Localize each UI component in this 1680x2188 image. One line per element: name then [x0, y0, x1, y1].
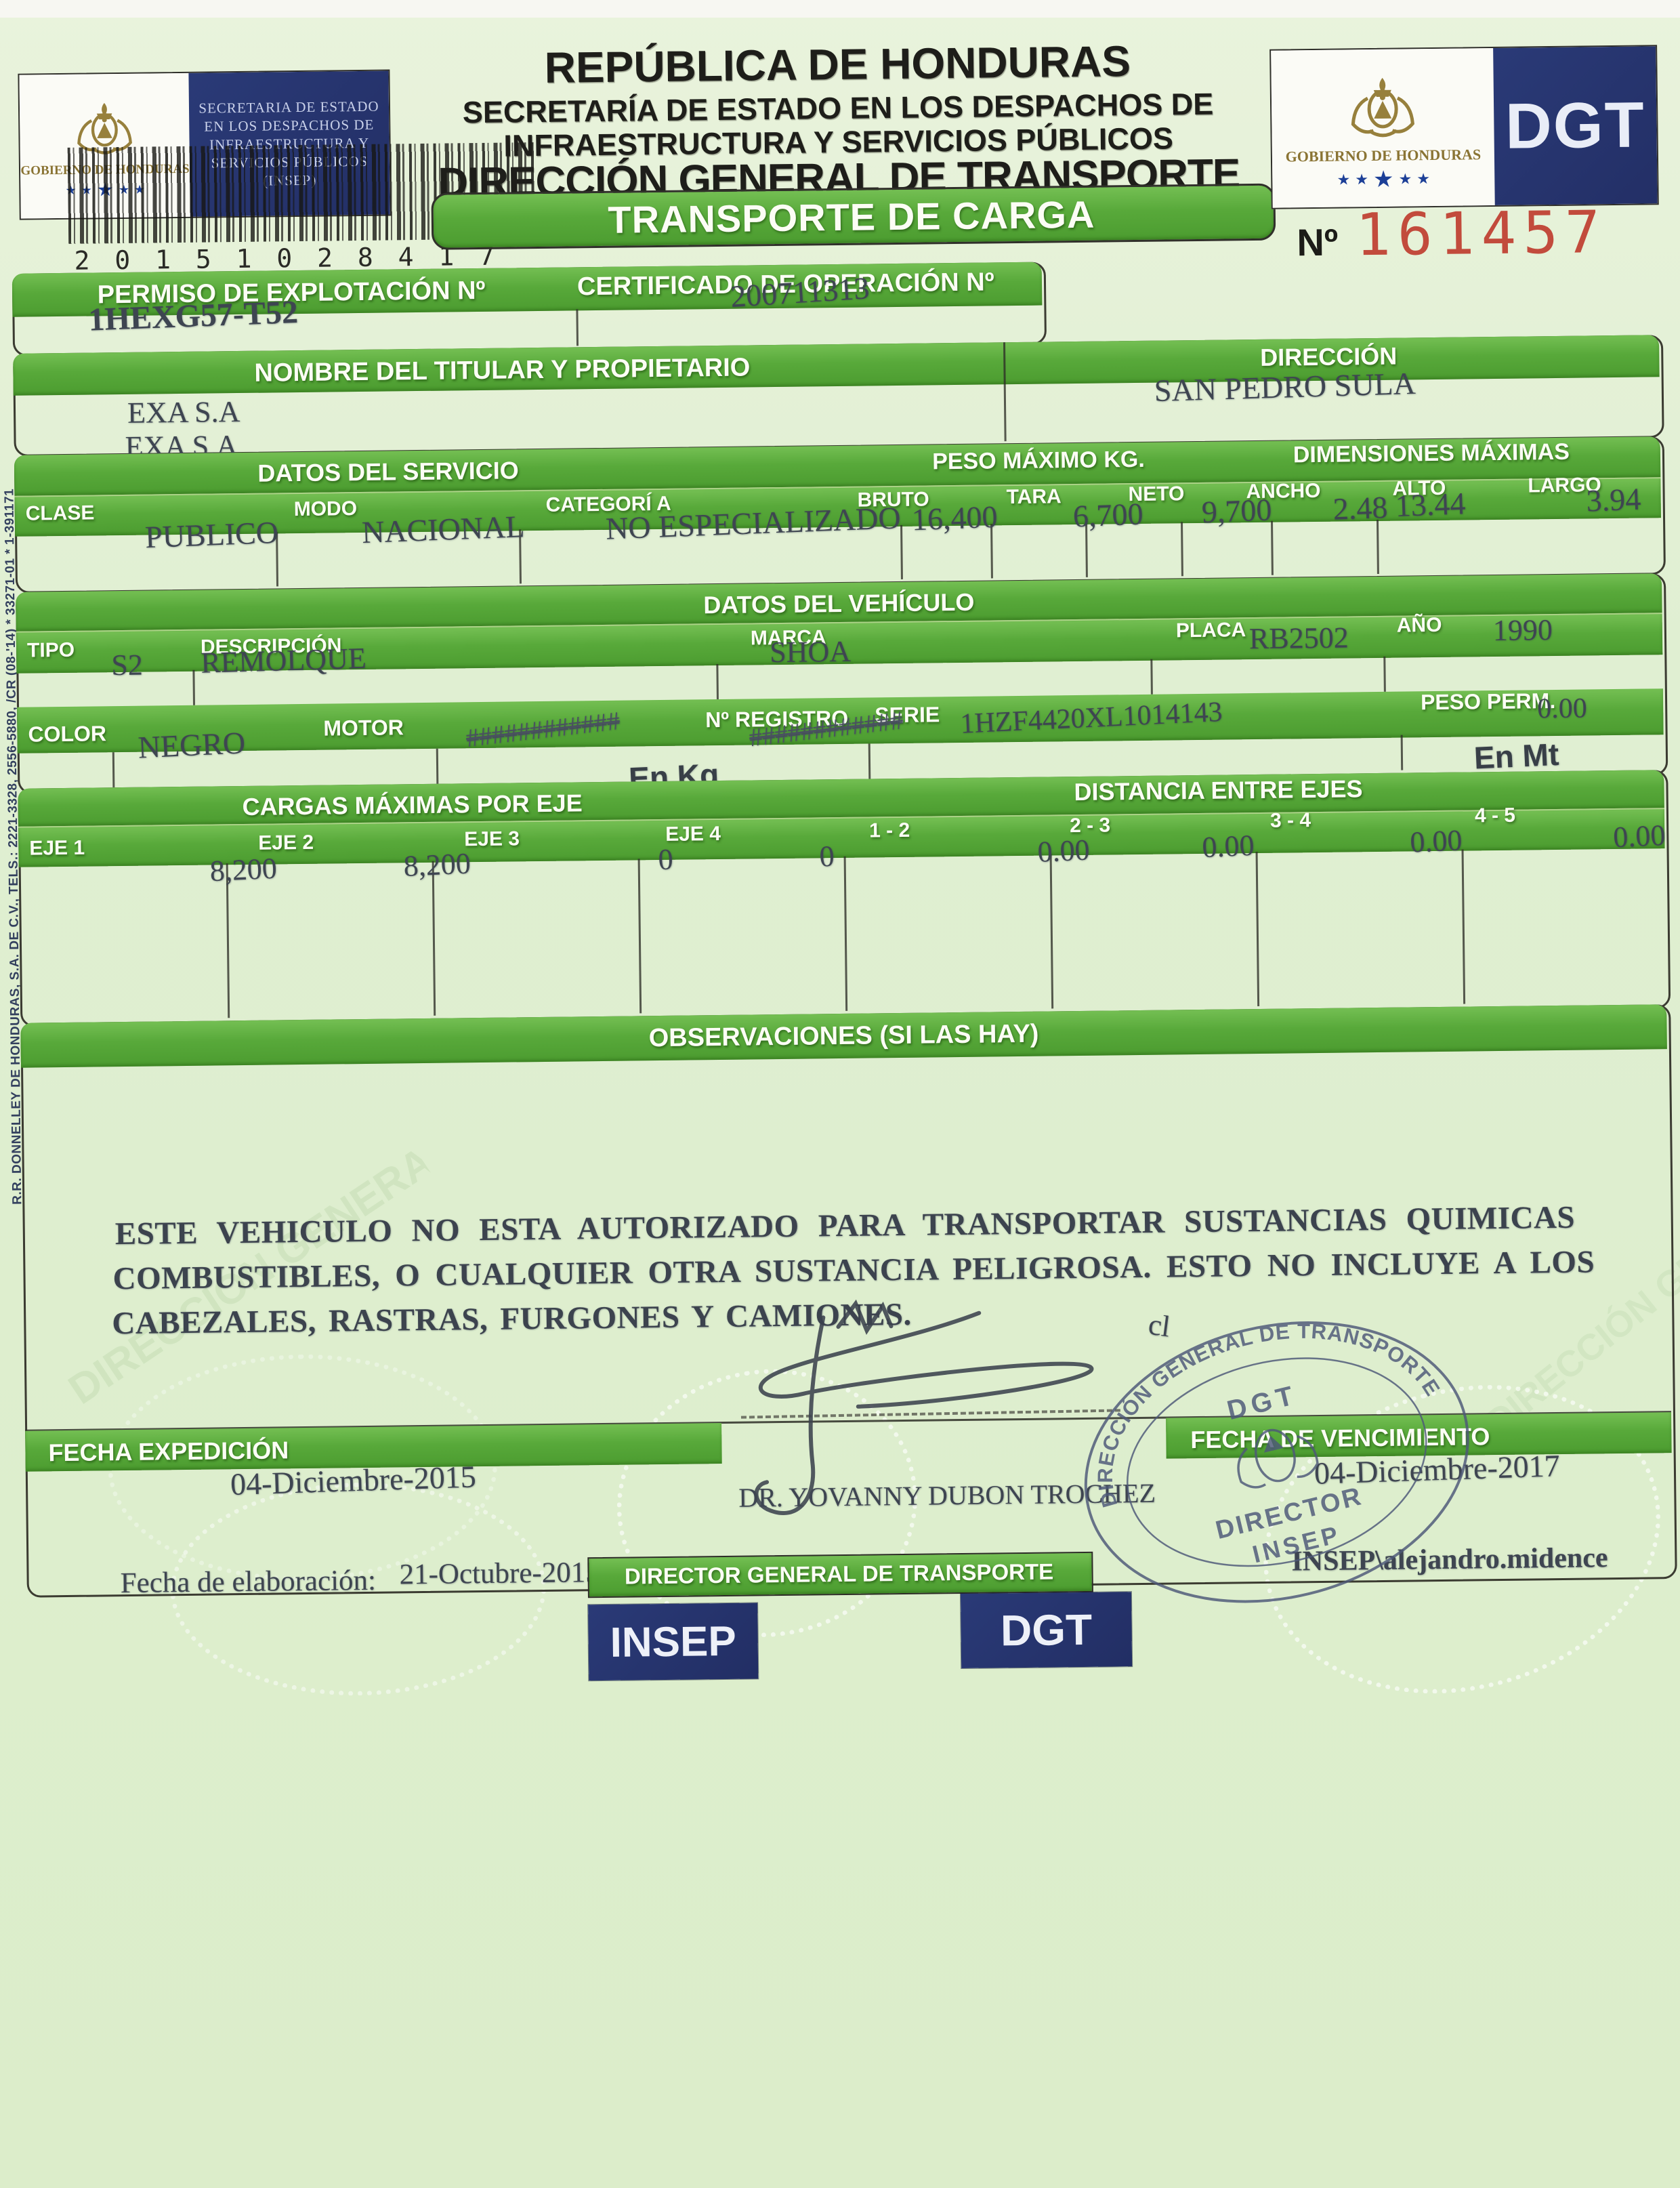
insep-line: EN LOS DESPACHOS DE — [204, 116, 375, 135]
modo-value: NACIONAL — [361, 509, 526, 550]
serial-number: 161457 — [1355, 199, 1608, 270]
col-label-eje1: EJE 1 — [29, 836, 85, 860]
descripcion-value: REMOLQUE — [200, 641, 367, 680]
director-name: DR. YOVANNY DUBON TROCHEZ — [738, 1477, 1156, 1513]
insep-line: SECRETARIA DE ESTADO — [198, 98, 379, 117]
d45-value: 0.00 — [1612, 818, 1666, 854]
vehiculo-title: DATOS DEL VEHÍCULO — [703, 587, 975, 619]
eje3-value: 0 — [657, 842, 674, 877]
col-label-modo: MODO — [293, 497, 358, 521]
director-signature — [754, 1299, 1094, 1515]
anio-value: 1990 — [1492, 613, 1553, 648]
distancia-title: DISTANCIA ENTRE EJES — [1074, 775, 1363, 806]
col-label-eje4: EJE 4 — [665, 822, 721, 846]
col-label-d12: 1 - 2 — [868, 819, 910, 842]
peso-perm-value: 0.00 — [1536, 693, 1587, 725]
cargas-title: CARGAS MÁXIMAS POR EJE — [242, 789, 583, 821]
dimensiones-title: DIMENSIONES MÁXIMAS — [1293, 438, 1570, 468]
placa-value: RB2502 — [1248, 621, 1349, 656]
col-label-d45: 4 - 5 — [1474, 804, 1516, 827]
stamp-emblem-icon — [1237, 1428, 1319, 1489]
serial-prefix: Nº — [1296, 220, 1339, 264]
tipo-value: S2 — [111, 648, 144, 682]
unit-mt-label: En Mt — [1473, 736, 1560, 776]
d23-value: 0.00 — [1201, 828, 1255, 865]
direccion-value: SAN PEDRO SULA — [1154, 365, 1416, 409]
alto-value: 13.44 — [1394, 486, 1467, 524]
col-label-eje3: EJE 3 — [464, 827, 520, 851]
dgt-footer-label: DGT — [1000, 1605, 1093, 1655]
peso-maximo-title: PESO MÁXIMO KG. — [931, 446, 1145, 475]
col-label-clase: CLASE — [25, 501, 95, 525]
col-label-tara: TARA — [1006, 485, 1062, 509]
eje2-value: 8,200 — [402, 846, 471, 884]
bruto-value: 16,400 — [911, 499, 999, 537]
dgt-label: DGT — [1505, 88, 1646, 163]
permiso-value: 1HEXG57-T52 — [87, 293, 299, 338]
dgt-navy-panel: DGT — [1493, 46, 1658, 205]
stamp-dgt-text: DGT — [1224, 1380, 1301, 1426]
five-stars-icon: ★★★★★ — [1337, 166, 1431, 192]
honduras-coat-of-arms-icon — [1341, 65, 1423, 147]
col-label-d34: 3 - 4 — [1269, 809, 1311, 832]
col-label-motor: MOTOR — [323, 715, 404, 741]
insep-footer-box: INSEP — [588, 1603, 759, 1681]
eje4-value: 0 — [818, 839, 835, 873]
col-label-anio: AÑO — [1396, 613, 1442, 637]
scan-edge-strip — [0, 0, 1680, 18]
gobierno-caption: GOBIERNO DE HONDURAS — [1285, 145, 1482, 165]
tara-value: 6,700 — [1072, 496, 1144, 534]
servicio-title: DATOS DEL SERVICIO — [257, 456, 520, 487]
col-label-placa: PLACA — [1175, 619, 1246, 642]
gobierno-emblem-panel: GOBIERNO DE HONDURAS ★★★★★ — [1271, 47, 1495, 208]
eje1-value: 8,200 — [209, 851, 278, 888]
serial-number-row: Nº 161457 — [1296, 199, 1608, 270]
neto-value: 9,700 — [1200, 492, 1273, 530]
color-value: NEGRO — [137, 725, 247, 765]
fecha-expedicion-label: FECHA EXPEDICIÓN — [48, 1436, 289, 1467]
largo-value: 3.94 — [1585, 481, 1642, 518]
title-country: REPÚBLICA DE HONDURAS — [544, 37, 1131, 92]
marca-value: SHOA — [769, 634, 852, 669]
col-label-peso-perm: PESO PERM. — [1420, 688, 1556, 715]
col-label-tipo: TIPO — [26, 638, 75, 662]
ancho-value: 2.48 — [1332, 489, 1389, 527]
clase-value: PUBLICO — [144, 514, 279, 555]
d12-value: 0.00 — [1036, 833, 1091, 869]
fecha-elaboracion-label: Fecha de elaboración: — [120, 1564, 377, 1600]
insep-footer-label: INSEP — [610, 1617, 737, 1666]
fecha-elaboracion-value: 21-Octubre-2015 — [399, 1556, 600, 1591]
dgt-logo-block: GOBIERNO DE HONDURAS ★ ★ ★ ★ ★ DGT — [1269, 45, 1659, 209]
titular-name-1: EXA S.A — [127, 395, 240, 430]
d34-value: 0.00 — [1409, 823, 1463, 859]
col-label-color: COLOR — [28, 721, 107, 747]
dgt-footer-box: DGT — [960, 1592, 1133, 1669]
